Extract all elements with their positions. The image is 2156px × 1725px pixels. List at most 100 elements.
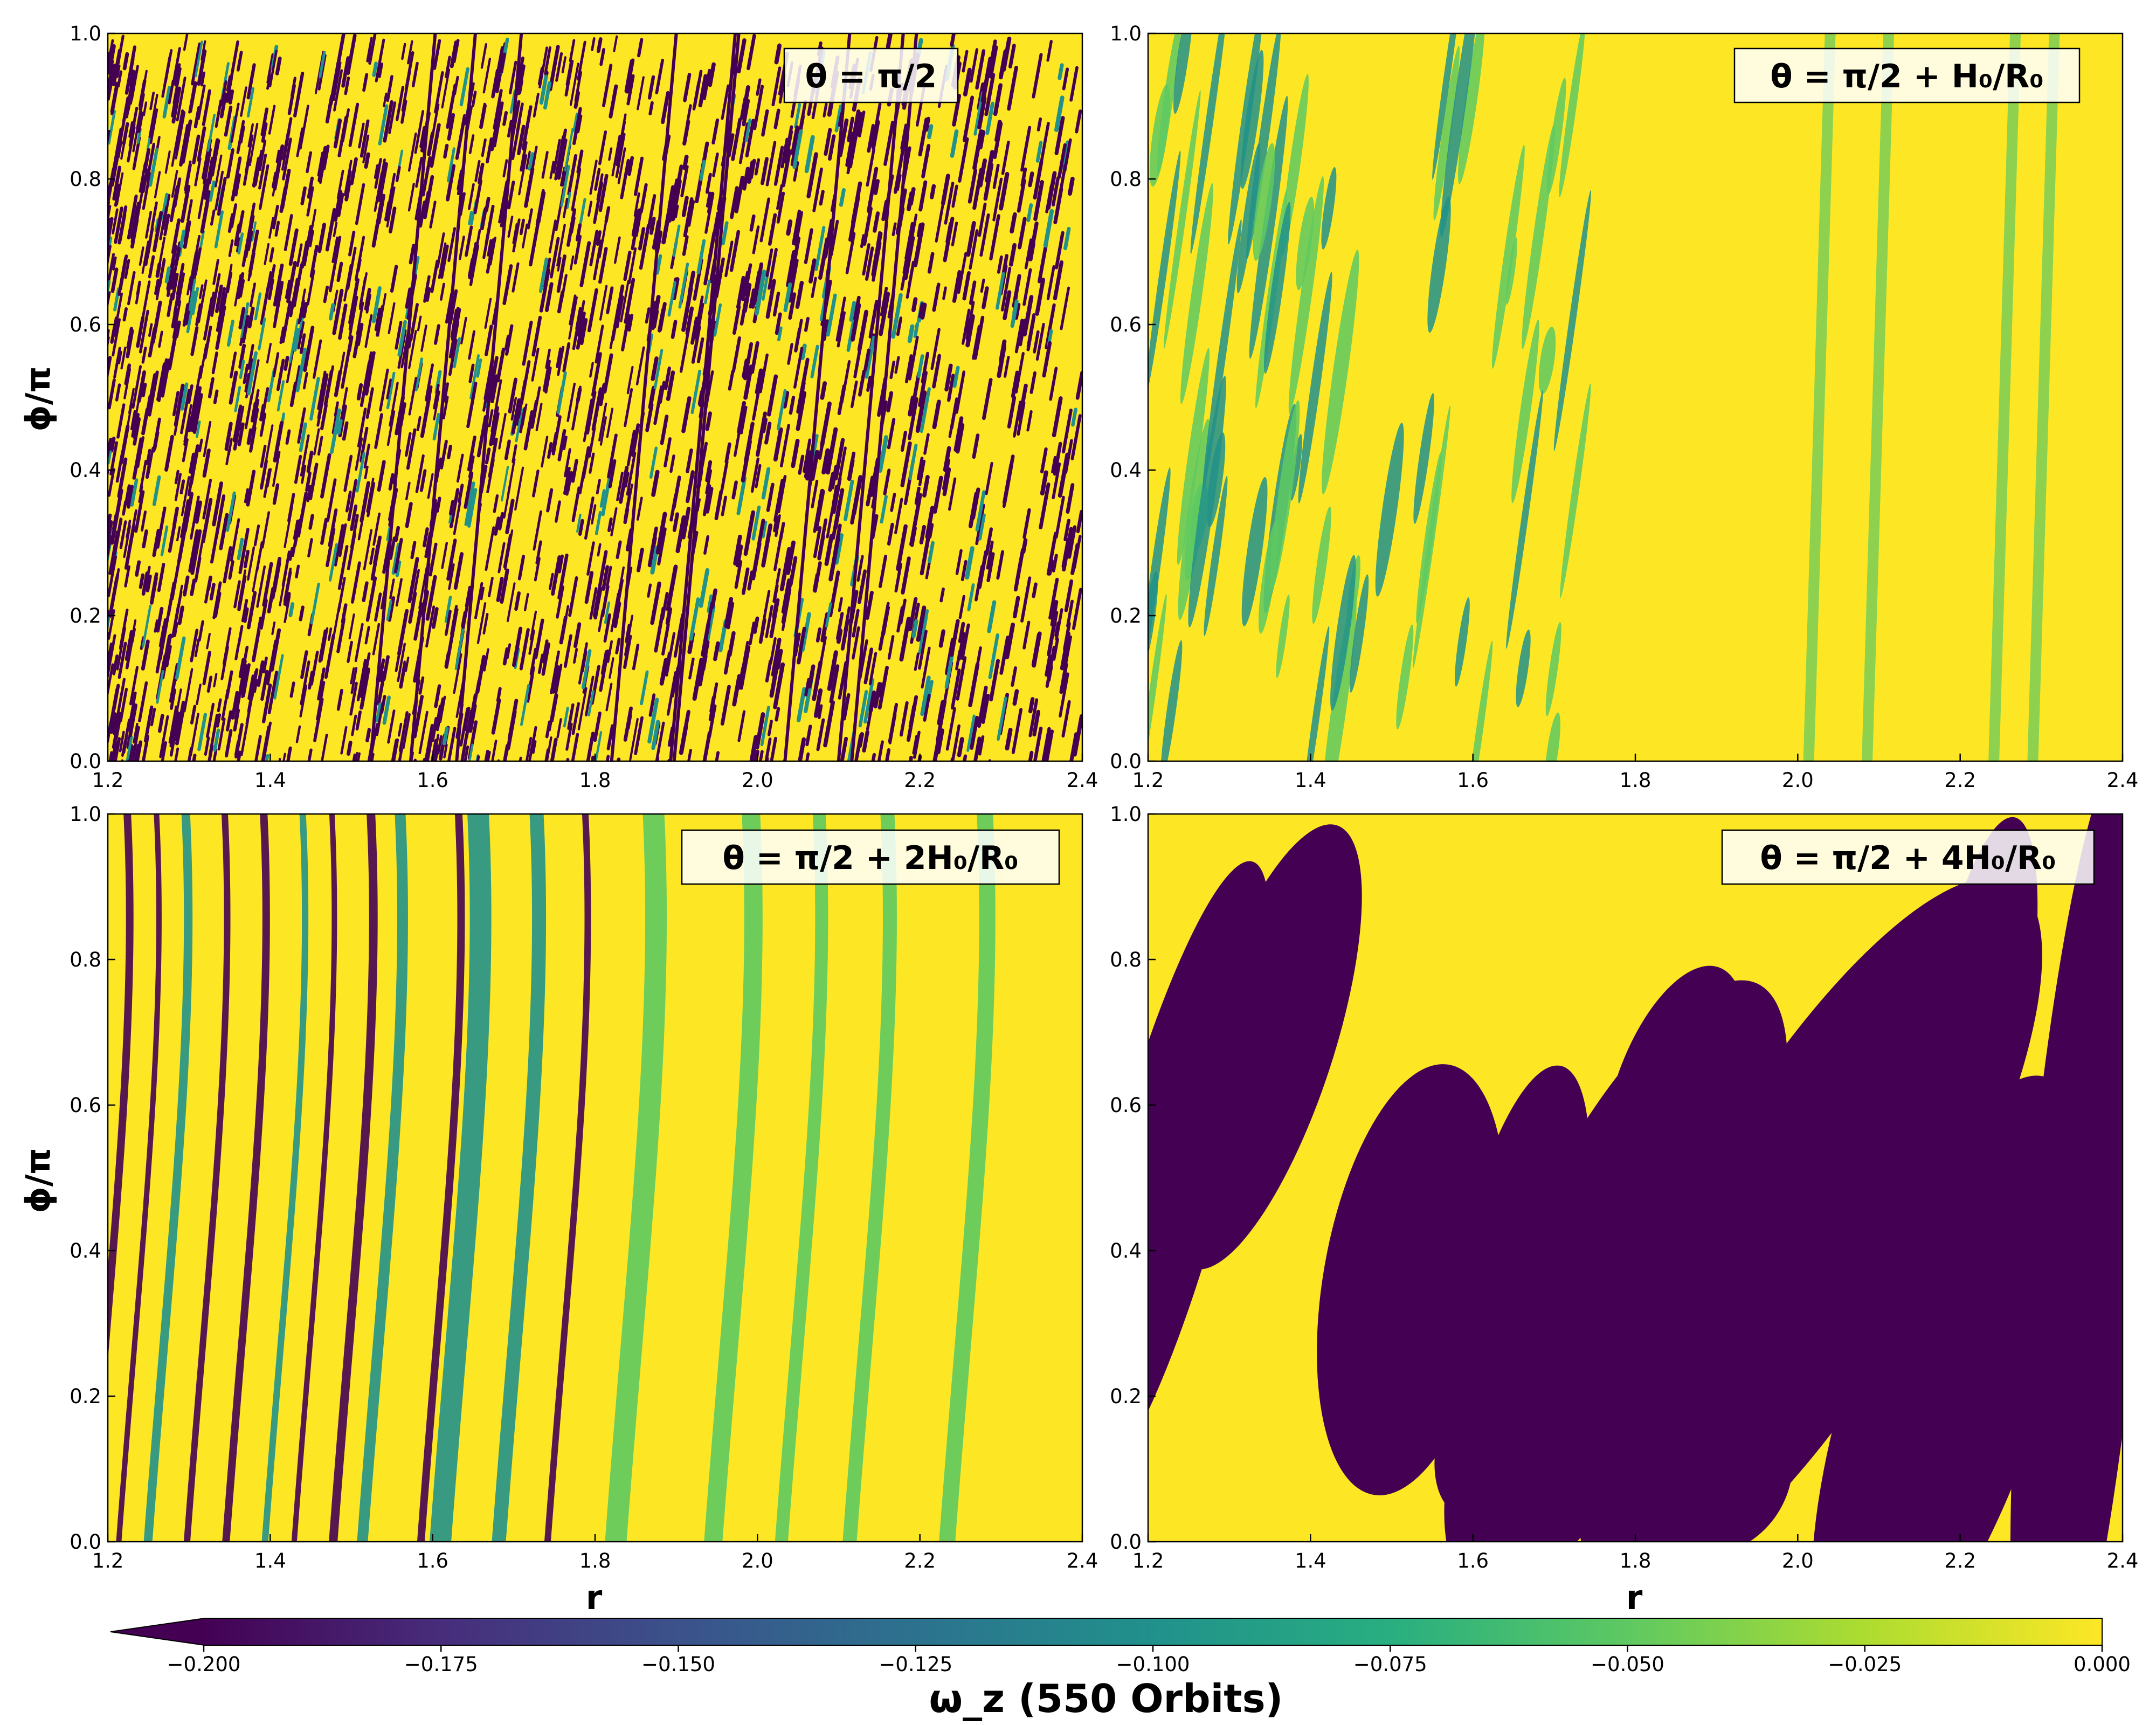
turbulence-mark	[996, 272, 1005, 310]
turbulence-mark	[519, 756, 522, 761]
vortex-mark	[1298, 272, 1332, 503]
turbulence-mark	[819, 190, 825, 206]
turbulence-mark	[272, 204, 279, 230]
turbulence-mark	[773, 427, 783, 462]
turbulence-mark	[633, 192, 640, 217]
turbulence-mark	[269, 247, 274, 263]
turbulence-mark	[430, 259, 439, 293]
band-mark	[329, 814, 378, 1542]
turbulence-mark	[867, 167, 879, 213]
turbulence-mark	[972, 433, 980, 459]
colorbar-tick-label: −0.025	[1828, 1653, 1902, 1676]
turbulence-mark	[733, 534, 742, 566]
turbulence-mark	[325, 94, 334, 123]
turbulence-mark	[115, 172, 124, 205]
turbulence-mark	[862, 243, 870, 276]
turbulence-mark	[342, 421, 349, 441]
turbulence-mark	[571, 459, 578, 483]
turbulence-mark	[180, 184, 191, 223]
turbulence-mark	[945, 222, 953, 244]
turbulence-mark	[863, 647, 874, 685]
turbulence-mark	[228, 560, 234, 580]
turbulence-mark	[693, 70, 703, 107]
vortex-mark	[1349, 574, 1369, 693]
streak-mark	[837, 33, 905, 761]
turbulence-mark	[817, 534, 825, 561]
turbulence-mark	[911, 371, 921, 404]
turbulence-mark	[611, 135, 621, 177]
turbulence-mark	[675, 515, 686, 554]
turbulence-mark	[128, 121, 135, 139]
turbulence-mark	[485, 197, 490, 212]
turbulence-mark	[1014, 351, 1025, 394]
turbulence-mark	[537, 67, 543, 86]
turbulence-mark	[507, 120, 513, 138]
turbulence-mark	[211, 351, 218, 375]
turbulence-mark	[112, 318, 121, 357]
turbulence-mark	[306, 151, 313, 174]
turbulence-mark	[589, 587, 598, 620]
turbulence-mark	[430, 717, 438, 743]
turbulence-mark	[532, 740, 537, 754]
turbulence-mark	[288, 262, 296, 293]
turbulence-mark	[828, 472, 835, 492]
vortex-mark	[1544, 712, 1560, 761]
turbulence-mark	[183, 220, 191, 249]
turbulence-mark	[914, 486, 921, 505]
turbulence-mark	[109, 437, 116, 453]
turbulence-mark	[182, 303, 190, 327]
turbulence-mark	[519, 628, 530, 671]
turbulence-mark	[667, 281, 676, 317]
band-mark	[291, 814, 337, 1542]
turbulence-mark	[507, 180, 515, 210]
turbulence-mark	[835, 296, 846, 342]
turbulence-mark	[923, 694, 931, 722]
turbulence-mark	[410, 541, 417, 560]
turbulence-mark	[544, 366, 552, 394]
turbulence-mark	[175, 636, 186, 680]
turbulence-mark	[655, 254, 662, 275]
turbulence-mark	[213, 389, 219, 404]
turbulence-mark	[798, 737, 806, 761]
turbulence-mark	[268, 50, 278, 87]
turbulence-mark	[145, 239, 152, 259]
turbulence-mark	[935, 204, 944, 243]
turbulence-mark	[283, 567, 292, 603]
turbulence-mark	[244, 394, 253, 430]
turbulence-mark	[889, 360, 896, 380]
turbulence-mark	[228, 89, 234, 105]
turbulence-mark	[569, 255, 575, 271]
turbulence-mark	[433, 39, 441, 70]
turbulence-mark	[615, 299, 622, 325]
turbulence-mark	[202, 651, 211, 686]
turbulence-mark	[968, 168, 978, 204]
turbulence-mark	[907, 191, 914, 211]
turbulence-mark	[877, 666, 889, 710]
turbulence-mark	[1064, 579, 1074, 612]
turbulence-mark	[139, 573, 145, 589]
turbulence-mark	[350, 667, 355, 685]
turbulence-mark	[654, 606, 666, 653]
turbulence-mark	[294, 454, 302, 484]
turbulence-mark	[337, 577, 346, 612]
turbulence-mark	[740, 645, 751, 690]
turbulence-mark	[873, 682, 882, 709]
turbulence-mark	[386, 187, 396, 227]
turbulence-mark	[374, 307, 382, 332]
turbulence-mark	[471, 91, 477, 107]
turbulence-mark	[747, 570, 754, 591]
turbulence-mark	[860, 234, 866, 249]
turbulence-mark	[194, 638, 200, 658]
turbulence-mark	[900, 270, 907, 291]
turbulence-mark	[568, 296, 578, 340]
turbulence-mark	[237, 422, 245, 446]
turbulence-mark	[378, 682, 384, 706]
turbulence-mark	[365, 576, 377, 622]
turbulence-mark	[467, 258, 474, 278]
turbulence-mark	[149, 108, 158, 144]
turbulence-mark	[576, 114, 583, 134]
turbulence-mark	[761, 157, 769, 185]
turbulence-mark	[331, 236, 338, 264]
turbulence-mark	[1049, 367, 1058, 401]
turbulence-mark	[822, 319, 830, 341]
